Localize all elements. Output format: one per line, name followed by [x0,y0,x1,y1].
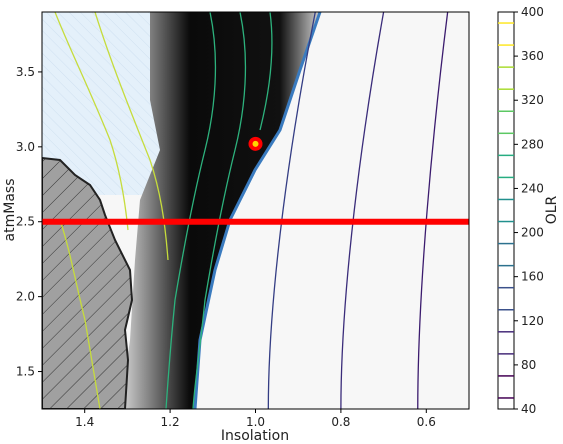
colorbar-tick-label: 360 [521,49,544,63]
y-tick-label: 2.5 [16,215,35,229]
x-tick-label: 1.2 [161,415,180,429]
x-axis-title: Insolation [221,428,289,444]
low-olr-contours [267,12,449,409]
colorbar-tick-label: 40 [521,402,536,416]
colorbar-tick-label: 160 [521,270,544,284]
contour-line-100 [267,12,316,409]
y-tick-label: 3.5 [16,65,35,79]
contour-line-60 [417,12,449,409]
selected-point-marker-center [252,140,259,147]
cold-region [42,12,190,195]
x-tick-label: 1.0 [246,415,265,429]
plot-area [42,12,469,409]
dark-band-region [120,12,320,409]
colorbar-title: OLR [544,195,560,224]
y-tick-label: 1.5 [16,365,35,379]
x-tick-label: 1.4 [75,415,94,429]
y-axis-title: atmMass [2,179,18,242]
x-axis-ticks: 1.4 1.2 1.0 0.8 0.6 [75,409,436,429]
colorbar-tick-label: 240 [521,181,544,195]
y-tick-label: 3.0 [16,140,35,154]
colorbar-tick-label: 280 [521,137,544,151]
colorbar-ticks: 40 80 120 160 200 240 280 320 360 400 [514,5,544,416]
colorbar: 40 80 120 160 200 240 280 320 360 400 OLR [497,5,560,416]
y-tick-label: 2.0 [16,290,35,304]
colorbar-tick-label: 80 [521,358,536,372]
colorbar-tick-label: 400 [521,5,544,19]
x-tick-label: 0.8 [331,415,350,429]
colorbar-tick-label: 320 [521,93,544,107]
colorbar-tick-label: 120 [521,314,544,328]
mid-olr-contours [165,12,273,409]
y-axis-ticks: 1.5 2.0 2.5 3.0 3.5 [16,65,42,379]
x-tick-label: 0.6 [417,415,436,429]
colorbar-level-lines [498,22,514,399]
colorbar-tick-label: 200 [521,226,544,240]
contour-line-80 [340,12,385,409]
